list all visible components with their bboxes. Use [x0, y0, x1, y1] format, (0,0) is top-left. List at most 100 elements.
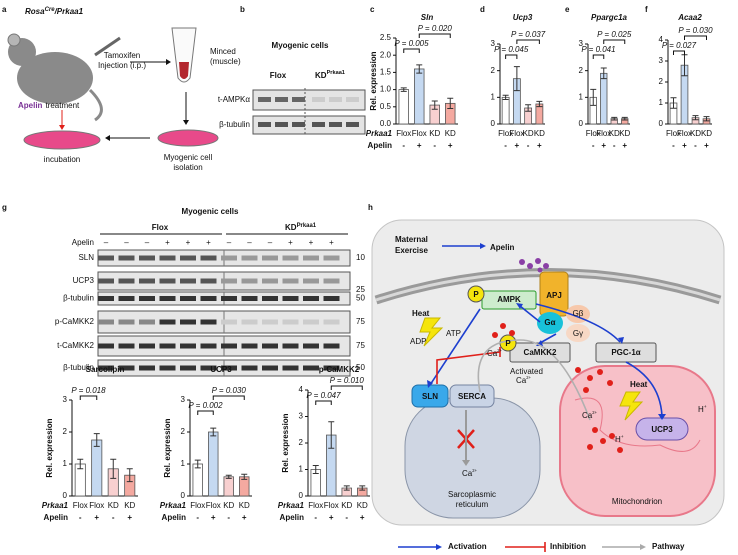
- chart-title: Sarcolipin: [86, 365, 125, 374]
- text-part: Ca: [487, 349, 498, 358]
- apelin-sign: +: [211, 513, 216, 522]
- heat-bolt: [419, 317, 444, 347]
- error-bar: [502, 94, 509, 100]
- band: [241, 343, 258, 349]
- band: [180, 296, 196, 301]
- label: PGC-1α: [611, 348, 640, 357]
- bar: [208, 431, 219, 497]
- apelin-sign: -: [504, 141, 507, 150]
- band: [98, 343, 114, 349]
- pathway: [477, 339, 591, 421]
- band: [303, 365, 319, 371]
- error-bar: [93, 433, 100, 447]
- error-bar: [400, 87, 407, 92]
- label: –: [145, 238, 150, 247]
- error-bar: [241, 473, 248, 480]
- text-part: H: [698, 405, 704, 414]
- label: 50: [356, 363, 365, 372]
- superscript: Prkaa1: [297, 223, 317, 229]
- bar: [91, 439, 103, 497]
- error-bar: [611, 116, 618, 121]
- apelin-sign: -: [79, 513, 82, 522]
- label: Heat: [412, 309, 430, 318]
- band: [303, 278, 319, 284]
- apelin-sign: +: [448, 141, 453, 150]
- label: t-AMPKα: [218, 95, 251, 104]
- y-tick-label: 4: [659, 35, 664, 44]
- label: Flox: [152, 223, 169, 232]
- band: [303, 319, 319, 325]
- band: [241, 319, 258, 325]
- x-tick-label: Flox: [586, 129, 601, 138]
- x-tick-label: KD: [357, 501, 368, 510]
- panel-a-title: RosaCre/Prkaa1: [25, 7, 84, 17]
- apelin-sign: -: [314, 513, 317, 522]
- error-bar: [431, 100, 438, 110]
- x-tick-label: KD: [534, 129, 545, 138]
- label: β-tubulin: [63, 363, 94, 372]
- label: Maternal: [395, 235, 428, 244]
- arrow-head: [105, 135, 110, 141]
- band: [159, 343, 176, 349]
- bar: [600, 72, 608, 125]
- bracket: [673, 50, 685, 55]
- label: p-CaMKK2: [55, 317, 95, 326]
- band: [139, 319, 155, 325]
- error-bar: [536, 100, 543, 108]
- p-value: P = 0.005: [394, 39, 429, 48]
- superscript: Prkaa1: [327, 70, 345, 76]
- chart-title: p-CaMKK2: [319, 365, 360, 374]
- panel-a-art: [7, 27, 219, 150]
- label: β-tubulin: [63, 294, 94, 303]
- chart-title: Ppargc1a: [591, 13, 628, 22]
- text-part: KD: [285, 223, 297, 232]
- band: [200, 319, 217, 325]
- arrow-head: [462, 460, 470, 466]
- y-tick-label: 2.5: [380, 33, 392, 42]
- label: –: [124, 238, 129, 247]
- bracket: [79, 395, 98, 400]
- bar: [501, 96, 510, 125]
- chart-title: Sln: [421, 13, 434, 22]
- bracket: [684, 35, 707, 40]
- band: [159, 255, 176, 261]
- label: H+: [698, 405, 707, 414]
- label: +: [165, 238, 170, 247]
- arrow-head: [59, 125, 65, 130]
- error-bar: [670, 97, 677, 109]
- y-tick-label: 2: [63, 427, 68, 436]
- label: Ca2+: [516, 375, 532, 385]
- label: Myogenic cells: [272, 41, 329, 50]
- text-part: KD: [315, 71, 327, 80]
- band: [118, 278, 135, 284]
- label: –: [268, 238, 273, 247]
- panel-letter: g: [2, 203, 7, 212]
- error-bar: [513, 66, 520, 92]
- band: [118, 319, 135, 325]
- apelin-sign: +: [417, 141, 422, 150]
- label: Minced: [210, 47, 236, 56]
- band: [180, 255, 196, 261]
- error-bar: [77, 458, 84, 470]
- label: +: [186, 238, 191, 247]
- band: [221, 365, 237, 371]
- band: [262, 296, 278, 301]
- y-tick-label: 1: [579, 92, 584, 101]
- row-label: Apelin: [44, 513, 69, 522]
- cristae: [574, 397, 701, 452]
- x-tick-label: KD: [523, 129, 534, 138]
- text-part: Ca: [516, 376, 527, 385]
- panel-letter: a: [2, 5, 7, 14]
- error-bar: [447, 97, 454, 110]
- p-value: P = 0.030: [678, 26, 713, 35]
- x-tick-label: Flox: [596, 129, 611, 138]
- y-tick-label: 2.0: [380, 50, 392, 59]
- band: [200, 296, 217, 301]
- y-tick-label: 1: [181, 459, 186, 468]
- superscript: 2+: [526, 375, 531, 380]
- label: UCP3: [651, 425, 673, 434]
- row-label: Apelin: [162, 513, 187, 522]
- p-value: P = 0.010: [330, 376, 365, 385]
- band: [262, 255, 278, 261]
- apelin-sign: -: [527, 141, 530, 150]
